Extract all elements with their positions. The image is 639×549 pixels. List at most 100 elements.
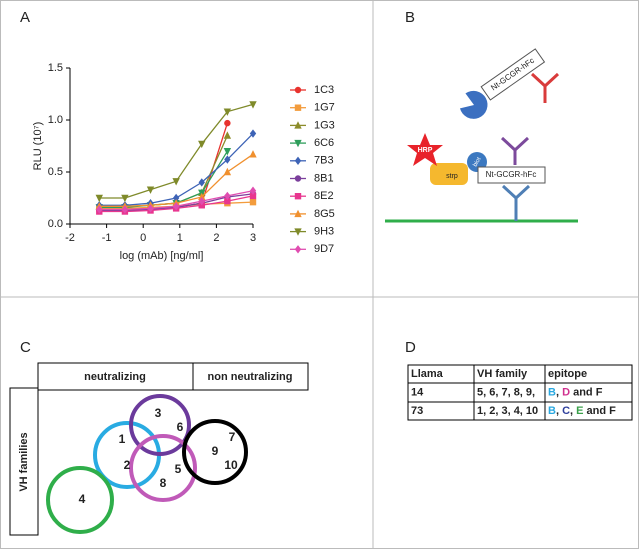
point bbox=[198, 196, 205, 206]
family-number: 2 bbox=[124, 458, 131, 472]
x-tick-label: 2 bbox=[213, 232, 219, 244]
antibody bbox=[530, 72, 560, 103]
point bbox=[294, 86, 302, 94]
legend-label: 6C6 bbox=[314, 137, 334, 149]
table-cell: B, D and F bbox=[548, 386, 603, 398]
point bbox=[224, 155, 231, 164]
family-number: 8 bbox=[160, 476, 167, 490]
table-cell: 73 bbox=[411, 405, 423, 417]
legend-label: 1C3 bbox=[314, 84, 334, 96]
point bbox=[294, 209, 302, 218]
legend-label: 8B1 bbox=[314, 172, 334, 184]
point bbox=[223, 167, 232, 176]
circle bbox=[182, 419, 248, 485]
point bbox=[294, 139, 302, 148]
panel-label: A bbox=[20, 9, 30, 26]
header: non neutralizing bbox=[208, 371, 293, 383]
series-line bbox=[99, 135, 228, 207]
panel-label: D bbox=[405, 339, 416, 356]
point bbox=[294, 245, 302, 254]
table-header: epitope bbox=[548, 368, 587, 380]
family-number: 3 bbox=[155, 406, 162, 420]
point bbox=[172, 193, 180, 203]
point bbox=[223, 108, 232, 116]
epitope-part: and F bbox=[584, 405, 617, 417]
box bbox=[9, 387, 39, 536]
family-number: 5 bbox=[175, 462, 182, 476]
point bbox=[294, 104, 302, 111]
panel-label: B bbox=[405, 9, 415, 26]
point bbox=[294, 175, 302, 182]
strp bbox=[430, 163, 468, 185]
epitope-part: E bbox=[576, 405, 583, 417]
table-cell: B, C, E and F bbox=[548, 405, 616, 417]
table-cell: 5, 6, 7, 8, 9, bbox=[477, 386, 535, 398]
circle bbox=[129, 434, 197, 502]
table-cell: 14 bbox=[411, 386, 424, 398]
x-tick-label: -2 bbox=[65, 232, 75, 244]
point bbox=[224, 119, 231, 127]
point bbox=[95, 194, 103, 203]
point bbox=[121, 194, 129, 203]
point bbox=[224, 191, 231, 201]
panel-label: C bbox=[20, 339, 31, 356]
point bbox=[249, 129, 257, 138]
header: neutralizing bbox=[84, 371, 146, 383]
point bbox=[249, 186, 257, 195]
epitope-part: C bbox=[562, 405, 570, 417]
point bbox=[96, 205, 103, 214]
legend-label: 1G3 bbox=[314, 119, 335, 131]
x-tick-label: 3 bbox=[250, 232, 256, 244]
family-number: 7 bbox=[229, 430, 236, 444]
label-box bbox=[480, 48, 546, 101]
family-number: 6 bbox=[177, 420, 184, 434]
header: VH families bbox=[18, 432, 30, 491]
x-tick-label: 1 bbox=[177, 232, 183, 244]
epitope-part: , bbox=[570, 405, 576, 417]
y-tick-label: 1.5 bbox=[48, 62, 63, 74]
label: HRP bbox=[418, 147, 433, 154]
point bbox=[224, 197, 231, 205]
point bbox=[146, 186, 155, 194]
family-number: 9 bbox=[212, 444, 219, 458]
diagram-c: neutralizing non neutralizing VH familie… bbox=[9, 362, 309, 536]
legend-label: 9D7 bbox=[314, 243, 334, 255]
family-number: 1 bbox=[119, 432, 126, 446]
label: Nt-GCGR-hFc bbox=[486, 170, 537, 179]
point bbox=[249, 150, 257, 158]
x-tick-label: 0 bbox=[140, 232, 146, 244]
legend-label: 9H3 bbox=[314, 226, 334, 238]
point bbox=[294, 228, 302, 236]
label: Nt-GCGR-hFc bbox=[489, 56, 536, 92]
box bbox=[37, 362, 309, 391]
point bbox=[223, 131, 232, 139]
point bbox=[198, 192, 206, 201]
circle bbox=[46, 466, 114, 534]
legend-label: 1G7 bbox=[314, 102, 335, 114]
y-axis-label: RLU (10⁷) bbox=[32, 122, 44, 171]
legend-label: 8E2 bbox=[314, 190, 334, 202]
epitope-part: and F bbox=[570, 386, 603, 398]
epitope-part: , bbox=[556, 405, 562, 417]
receptor bbox=[459, 90, 488, 119]
epitope-part: B bbox=[548, 405, 556, 417]
point bbox=[294, 193, 302, 200]
label-box bbox=[477, 166, 546, 184]
point bbox=[294, 121, 302, 129]
family-number: 4 bbox=[79, 492, 86, 506]
diagram-b: Nt-GCGR-hFc HRP strp biot Nt-GCGR-hFc bbox=[385, 48, 578, 223]
point bbox=[172, 202, 180, 211]
circle bbox=[129, 394, 191, 456]
antibody bbox=[501, 184, 531, 221]
point bbox=[147, 204, 154, 213]
point bbox=[223, 148, 232, 156]
label: biot bbox=[472, 156, 482, 168]
table-cell: 1, 2, 3, 4, 10 bbox=[477, 405, 538, 417]
legend-label: 7B3 bbox=[314, 155, 334, 167]
point bbox=[249, 192, 257, 200]
hrp bbox=[407, 133, 443, 166]
epitope-part: , bbox=[556, 386, 562, 398]
y-tick-label: 1.0 bbox=[48, 114, 63, 126]
table-header: Llama bbox=[411, 368, 444, 380]
label: strp bbox=[446, 173, 458, 180]
